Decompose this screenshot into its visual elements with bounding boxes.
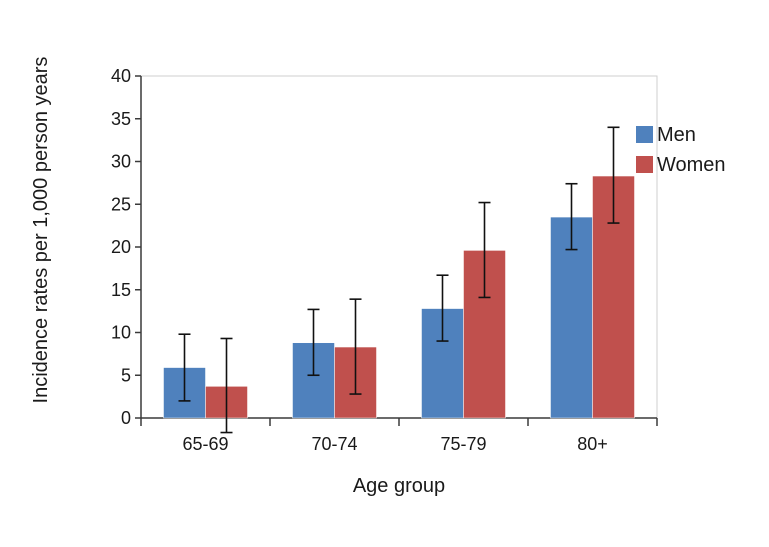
y-tick-label: 5: [121, 365, 131, 385]
legend: Men Women: [636, 124, 726, 176]
y-tick-label: 10: [111, 323, 131, 343]
bar-series-group: [163, 175, 635, 419]
y-axis: 0 5 10 15 20 25 30 35 40: [111, 66, 142, 428]
y-tick-label: 30: [111, 152, 131, 172]
x-tick-label: 65-69: [182, 434, 228, 454]
legend-label: Men: [657, 124, 696, 146]
x-axis-title: Age group: [353, 475, 445, 497]
y-tick-label: 35: [111, 109, 131, 129]
legend-swatch: [636, 126, 653, 143]
y-tick-label: 40: [111, 66, 131, 86]
x-tick-label: 80+: [577, 434, 608, 454]
y-axis-title: Incidence rates per 1,000 person years: [30, 57, 52, 404]
x-tick-label: 70-74: [311, 434, 357, 454]
y-tick-label: 15: [111, 280, 131, 300]
legend-label: Women: [657, 154, 726, 176]
y-tick-label: 20: [111, 237, 131, 257]
error-bar-group: [178, 126, 620, 434]
bar: [550, 216, 593, 419]
legend-swatch: [636, 156, 653, 173]
y-tick-label: 0: [121, 408, 131, 428]
x-tick-label: 75-79: [440, 434, 486, 454]
x-axis: 65-69 70-74 75-79 80+: [140, 417, 658, 454]
y-tick-label: 25: [111, 194, 131, 214]
